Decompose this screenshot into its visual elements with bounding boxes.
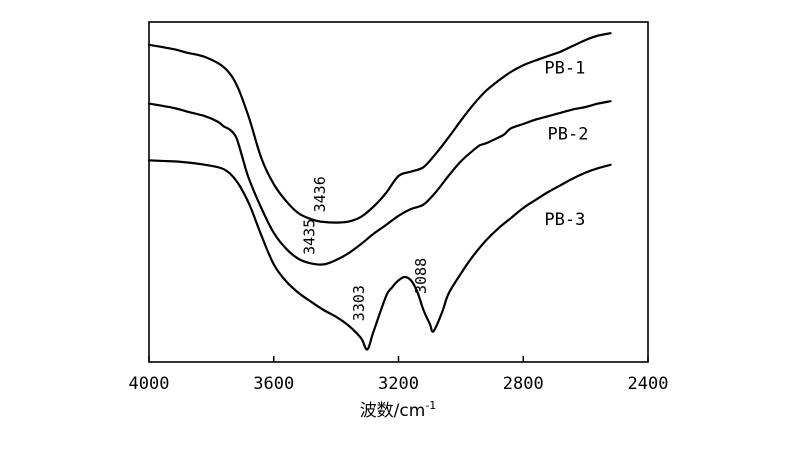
curve-pb-1 (147, 32, 612, 224)
series-label-pb-3: PB-3 (544, 210, 585, 230)
x-axis-label: 波数/cm-1 (360, 399, 437, 421)
peak-annotations: 3436 3435 3303 3088 (300, 176, 430, 321)
x-tick-label-3200: 3200 (378, 374, 419, 394)
peak-label-3088: 3088 (412, 258, 430, 294)
curve-pb-2 (147, 100, 612, 266)
series-labels: PB-1 PB-2 PB-3 (544, 59, 588, 231)
x-tick-label-3600: 3600 (253, 374, 294, 394)
x-axis-ticks: 4000 3600 3200 2800 2400 (129, 356, 669, 394)
x-tick-label-4000: 4000 (129, 374, 170, 394)
peak-label-3303: 3303 (350, 285, 368, 321)
peak-label-3435: 3435 (300, 219, 318, 255)
series-label-pb-2: PB-2 (548, 124, 589, 144)
series-label-pb-1: PB-1 (544, 59, 585, 79)
x-tick-label-2800: 2800 (503, 374, 544, 394)
curve-pb-3 (147, 159, 612, 351)
x-tick-label-2400: 2400 (628, 374, 669, 394)
peak-label-3436: 3436 (311, 176, 329, 212)
spectrum-curves (147, 32, 612, 351)
